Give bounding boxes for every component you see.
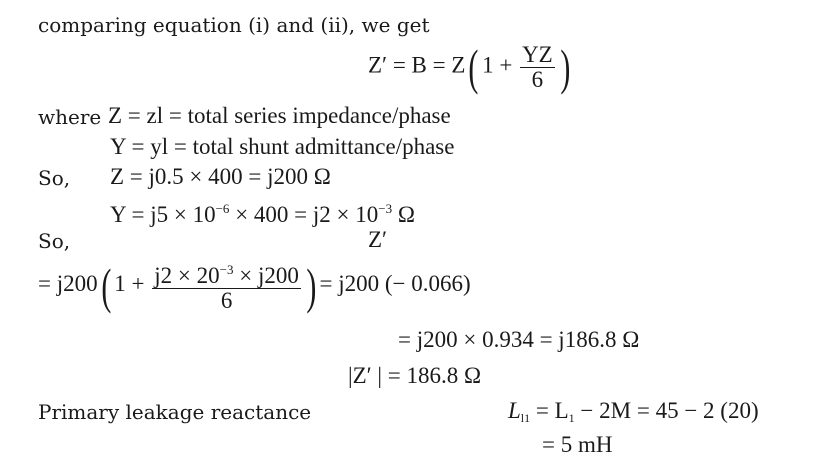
exponent: −3 (219, 262, 234, 277)
so-label-2: So, (38, 229, 71, 253)
equation-substituted: = j200(1 + j2 × 20−3 × j200 6) = j200 (− 0… (38, 257, 471, 314)
intro-text: comparing equation (i) and (ii), we get (38, 13, 430, 37)
exponent: −3 (378, 201, 393, 216)
so-label-1: So, (38, 166, 71, 190)
leakage-symbol: L (508, 398, 521, 423)
equation-result: = j200 × 0.934 = j186.8 Ω (398, 327, 640, 352)
z-definition: Z = zl = total series impedance/phase (108, 103, 451, 128)
y-calculation: Y = j5 × 10−6 × 400 = j2 × 10−3 Ω (110, 197, 415, 227)
denominator: 6 (531, 66, 544, 92)
y-definition: Y = yl = total shunt admittance/phase (110, 134, 455, 159)
eq-lhs: = j200 (38, 270, 98, 296)
eq-one-plus: 1 + (482, 52, 519, 78)
exponent: −6 (215, 201, 230, 216)
numerator: YZ (520, 41, 555, 68)
leakage-equation: Ll1 = L1 − 2M = 45 − 2 (20) (508, 399, 759, 430)
num-part: j2 × 20 (154, 263, 220, 288)
subscript: l1 (520, 411, 531, 425)
eq-one-plus: 1 + (114, 270, 151, 296)
eq-lhs: Z′ = B = Z (368, 52, 466, 78)
y-calc-part: × 400 = j2 × 10 (229, 202, 379, 227)
numerator: j2 × 20−3 × j200 (152, 258, 301, 289)
leakage-result: = 5 mH (542, 432, 613, 457)
equation-magnitude: |Z′ | = 186.8 Ω (348, 363, 482, 388)
leakage-part: − 2M = 45 − 2 (20) (574, 398, 759, 423)
num-part: × j200 (233, 263, 299, 288)
denominator: 6 (220, 288, 233, 313)
leakage-label: Primary leakage reactance (38, 400, 312, 424)
fraction: YZ 6 (520, 41, 555, 92)
y-calc-part: Y = j5 × 10 (110, 202, 216, 227)
leakage-part: = L (530, 398, 569, 423)
eq-rhs: = j200 (− 0.066) (319, 270, 471, 296)
subscript: 1 (568, 411, 575, 425)
z-calculation: Z = j0.5 × 400 = j200 Ω (110, 164, 331, 189)
where-label: where (38, 105, 102, 129)
fraction: j2 × 20−3 × j200 6 (152, 258, 301, 313)
y-calc-part: Ω (392, 202, 415, 227)
equation-main: Z′ = B = Z(1 + YZ 6) (368, 39, 571, 95)
zprime-label: Z′ (368, 227, 388, 252)
